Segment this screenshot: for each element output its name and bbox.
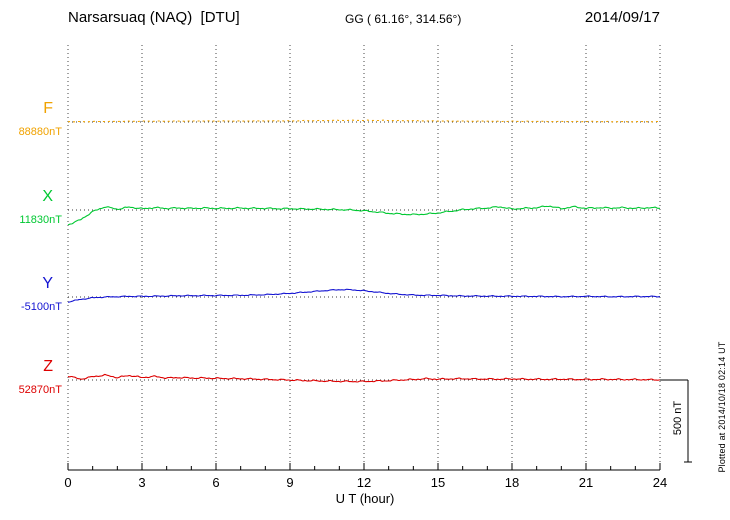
channel-baseline-value-F: 88880nT <box>18 126 62 138</box>
x-tick-label: 6 <box>212 475 219 490</box>
x-tick-label: 9 <box>286 475 293 490</box>
scale-bar-label: 500 nT <box>672 400 684 436</box>
x-tick-label: 18 <box>505 475 519 490</box>
x-tick-label: 0 <box>64 475 71 490</box>
x-tick-label: 12 <box>357 475 371 490</box>
channel-baseline-value-Y: -5100nT <box>21 301 62 313</box>
x-tick-label: 15 <box>431 475 445 490</box>
channel-label-Z: Z <box>43 358 53 375</box>
trace-X <box>67 205 661 226</box>
plotted-at-note: Plotted at 2014/10/18 02:14 UT <box>717 341 727 473</box>
trace-Z <box>67 373 661 383</box>
x-axis-label: U T (hour) <box>335 491 395 506</box>
x-tick-label: 21 <box>579 475 593 490</box>
x-tick-label: 3 <box>138 475 145 490</box>
channel-label-Y: Y <box>42 275 53 292</box>
x-tick-label: 24 <box>653 475 667 490</box>
channel-label-F: F <box>43 100 53 117</box>
channel-baseline-value-X: 11830nT <box>19 214 62 226</box>
channel-baseline-value-Z: 52870nT <box>18 384 62 396</box>
plot-date: 2014/09/17 <box>584 9 660 26</box>
trace-Y <box>67 288 661 303</box>
station-title: Narsarsuaq (NAQ) [DTU] <box>68 9 240 26</box>
geographic-coordinates: GG ( 61.16°, 314.56°) <box>345 12 462 26</box>
channel-label-X: X <box>42 188 53 205</box>
